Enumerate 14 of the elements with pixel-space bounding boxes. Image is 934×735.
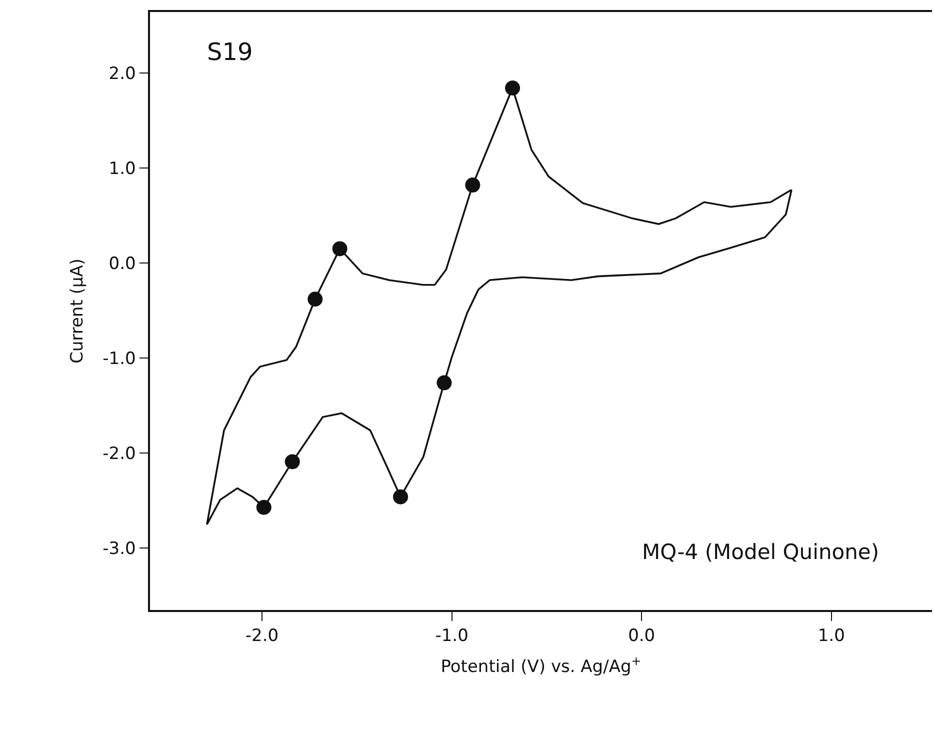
- y-axis-title: Current (μA): [68, 258, 88, 364]
- y-tick-label: 0.0: [108, 254, 136, 274]
- x-tick-label: -1.0: [435, 626, 468, 646]
- y-tick-label: -2.0: [102, 444, 136, 464]
- x-tick-label: 1.0: [818, 626, 845, 646]
- annotation: MQ-4 (Model Quinone): [642, 540, 880, 564]
- y-tick-label: 2.0: [108, 64, 136, 84]
- x-axis-title: Potential (V) vs. Ag/Ag$^{+}$: [440, 654, 642, 678]
- x-tick-label: 0.0: [628, 626, 656, 646]
- x-tick-label: -2.0: [245, 626, 279, 646]
- y-tick-label: 1.0: [108, 158, 136, 179]
- y-tick-label: -3.0: [102, 539, 136, 560]
- y-tick-label: -1.0: [102, 349, 136, 370]
- annotation: S19: [207, 38, 253, 66]
